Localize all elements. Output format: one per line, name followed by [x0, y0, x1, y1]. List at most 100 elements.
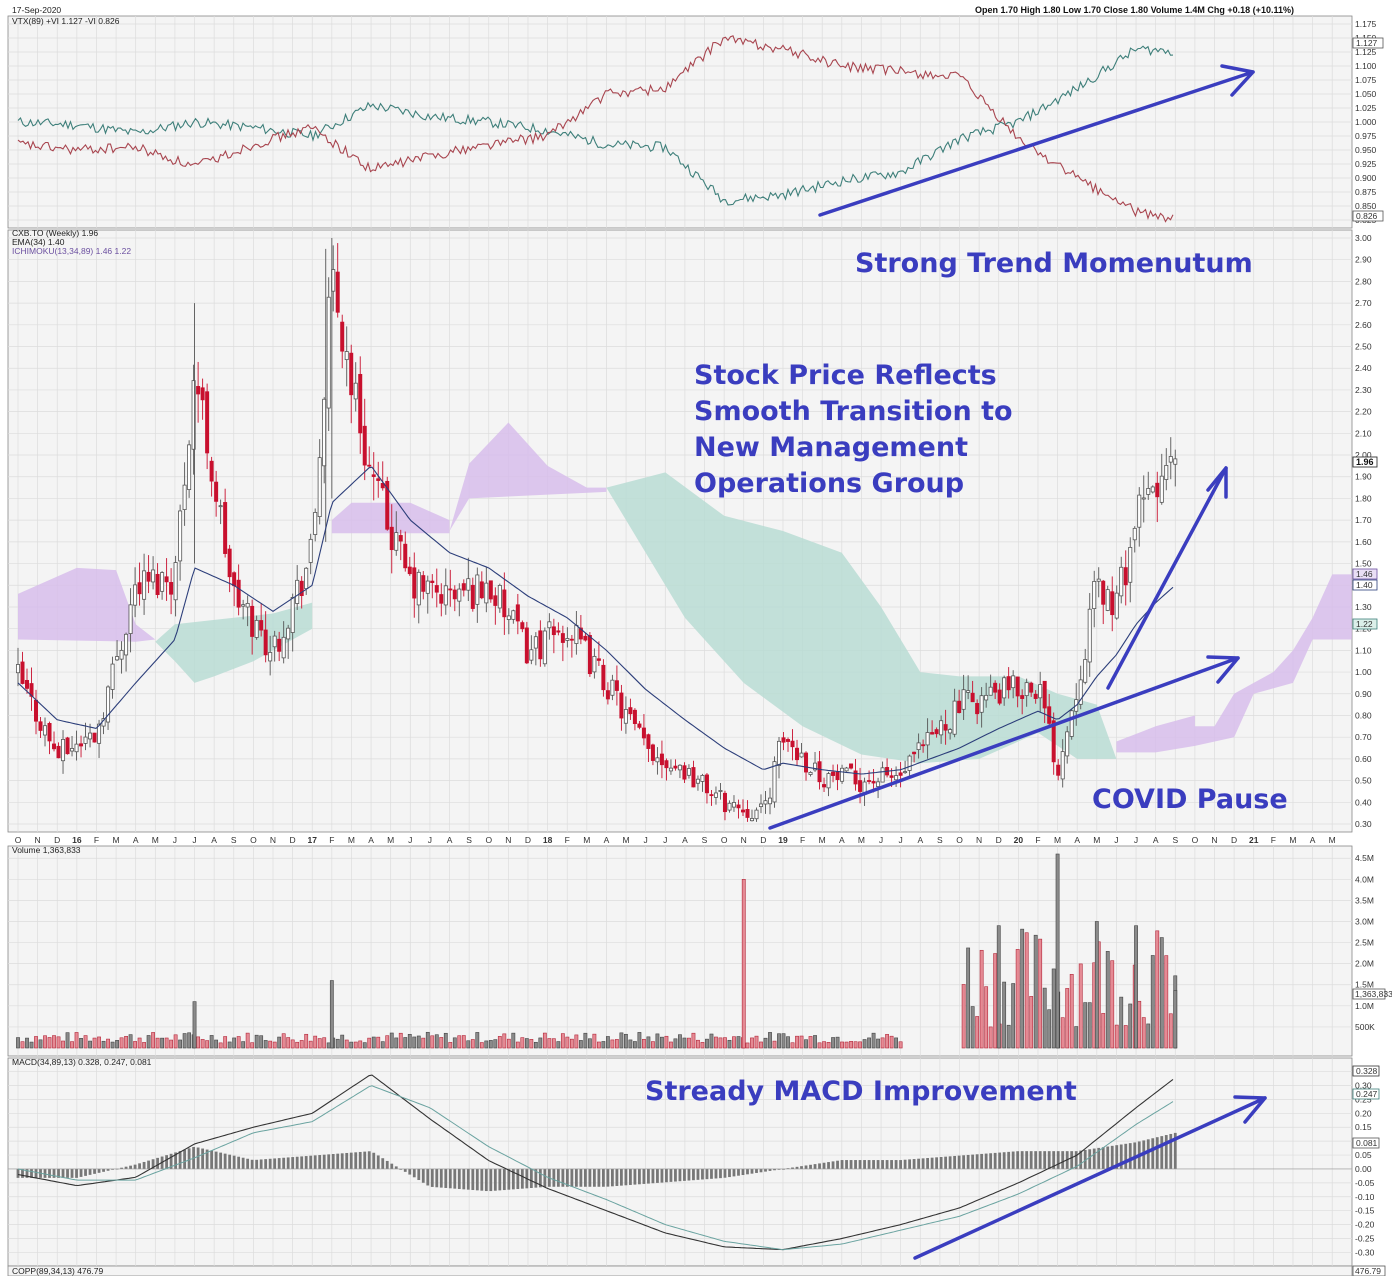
price-tick-label: 0.60: [1355, 754, 1372, 764]
volume-bar: [831, 1037, 835, 1049]
volume-bar: [403, 1037, 408, 1049]
macd-hist-bar: [1088, 1149, 1092, 1169]
macd-hist-bar: [773, 1168, 776, 1171]
x-tick-label: F: [565, 835, 570, 845]
candle-body: [722, 792, 727, 813]
macd-hist-bar: [1115, 1145, 1119, 1169]
candle-body: [943, 724, 948, 731]
candle-body: [178, 510, 183, 562]
candle-body: [151, 569, 156, 583]
price-tick-label: 2.80: [1355, 276, 1372, 286]
volume-bar: [313, 1035, 318, 1049]
macd-hist-bar: [241, 1157, 245, 1169]
candle-body: [367, 464, 372, 467]
volume-bar: [34, 1036, 38, 1049]
volume-bar: [335, 1038, 340, 1049]
volume-bar: [281, 1033, 286, 1049]
volume-bar: [1134, 925, 1138, 1049]
macd-hist-bar: [750, 1168, 754, 1174]
volume-bar: [867, 1037, 871, 1049]
volume-bar: [993, 953, 998, 1049]
candle-body: [970, 692, 975, 703]
volume-bar: [205, 1040, 210, 1049]
macd-hist-bar: [88, 1168, 92, 1175]
candle-body: [898, 772, 903, 776]
volume-bar: [286, 1037, 291, 1049]
x-tick-label: A: [1310, 835, 1316, 845]
volume-bar: [1051, 968, 1056, 1049]
volume-bar: [497, 1036, 502, 1049]
macd-hist-bar: [1079, 1150, 1083, 1169]
volume-bar: [705, 1038, 709, 1049]
macd-hist-bar: [917, 1158, 921, 1169]
volume-bar: [61, 1040, 65, 1049]
price-label-2: EMA(34) 1.40: [12, 237, 65, 247]
x-tick-label: D: [996, 835, 1002, 845]
macd-hist-bar: [561, 1168, 565, 1187]
candle-body: [1020, 695, 1025, 699]
macd-hist-bar: [273, 1158, 277, 1169]
volume-bar: [232, 1037, 237, 1049]
candle-body: [1002, 677, 1007, 699]
x-tick-label: J: [644, 835, 648, 845]
x-tick-label: M: [348, 835, 355, 845]
macd-hist-bar: [588, 1168, 592, 1187]
macd-hist-bar: [156, 1157, 159, 1169]
volume-bar: [975, 1016, 980, 1049]
candle-body: [686, 768, 691, 776]
macd-hist-bar: [930, 1157, 934, 1169]
volume-bar: [709, 1033, 714, 1049]
x-tick-label: A: [917, 835, 923, 845]
volume-bar: [862, 1039, 867, 1049]
volume-bar: [322, 1037, 327, 1049]
candle-body: [272, 635, 277, 648]
x-tick-label: N: [270, 835, 276, 845]
candle-body: [263, 629, 268, 656]
volume-bar: [227, 1041, 232, 1049]
candle-body: [484, 582, 489, 604]
candle-body: [443, 585, 448, 606]
annotation-momentum: Strong Trend Momenutum: [855, 248, 1253, 279]
price-trend-arrow: [768, 655, 1240, 830]
macd-hist-bar: [899, 1160, 902, 1169]
price-label-1: CXB.TO (Weekly) 1.96: [12, 228, 98, 238]
macd-hist-bar: [426, 1168, 430, 1186]
volume-bar: [894, 1037, 898, 1049]
candle-body: [668, 767, 673, 772]
volume-bar: [673, 1038, 678, 1049]
macd-hist-bar: [264, 1159, 268, 1169]
volume-bar: [92, 1037, 97, 1049]
volume-bar: [128, 1034, 133, 1049]
cloud-b-tag: 1.22: [1356, 619, 1373, 629]
macd-hist-bar: [462, 1168, 466, 1190]
x-tick-label: M: [113, 835, 120, 845]
candle-body: [628, 707, 633, 715]
macd-hist-bar: [678, 1168, 682, 1182]
x-tick-label: A: [604, 835, 610, 845]
annotation-covid: COVID Pause: [1092, 784, 1288, 815]
x-tick-label: N: [976, 835, 982, 845]
x-tick-label: F: [800, 835, 805, 845]
macd-hist-bar: [111, 1168, 114, 1170]
x-tick-label: N: [1211, 835, 1217, 845]
volume-bar: [569, 1038, 574, 1049]
macd-hist-bar: [313, 1155, 317, 1169]
macd-hist-bar: [363, 1151, 367, 1169]
macd-hist-bar: [48, 1168, 51, 1178]
volume-bar: [542, 1032, 547, 1049]
macd-last-tag: 0.328: [1356, 1066, 1378, 1076]
candle-body: [1087, 608, 1092, 663]
macd-hist-bar: [741, 1168, 745, 1176]
macd-hist-bar: [944, 1156, 948, 1169]
price-tick-label: 0.40: [1355, 797, 1372, 807]
volume-last-tag: 1,363,833: [1355, 989, 1392, 999]
volume-bar: [826, 1042, 831, 1049]
x-tick-label: F: [329, 835, 334, 845]
macd-hist-bar: [565, 1168, 569, 1187]
price-tick-label: 2.20: [1355, 407, 1372, 417]
macd-hist-bar: [633, 1168, 637, 1185]
volume-bar: [146, 1035, 151, 1049]
volume-bar: [651, 1041, 655, 1049]
vortex-tick-label: 0.925: [1355, 159, 1377, 169]
macd-hist-bar: [246, 1158, 250, 1169]
